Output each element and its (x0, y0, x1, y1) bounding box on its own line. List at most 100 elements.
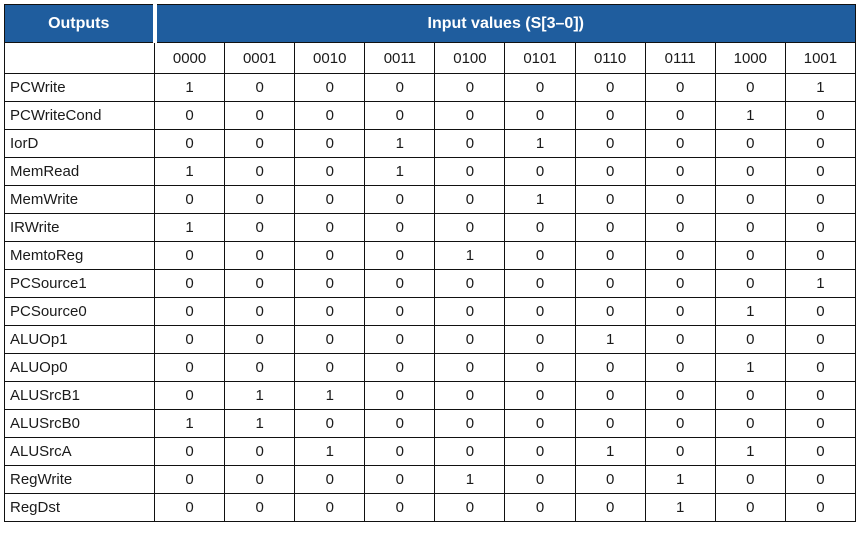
signal-value-cell: 1 (644, 465, 716, 494)
signal-value-cell: 1 (153, 73, 226, 102)
signal-value-cell: 0 (784, 241, 857, 270)
signal-value-cell: 0 (504, 381, 576, 410)
signal-value-cell: 0 (153, 269, 226, 298)
signal-value-cell: 0 (153, 101, 226, 130)
signal-value-cell: 0 (434, 297, 506, 326)
signal-value-cell: 0 (644, 185, 716, 214)
signal-value-cell: 0 (504, 241, 576, 270)
signal-value-cell: 0 (364, 409, 436, 438)
signal-value-cell: 1 (504, 129, 576, 158)
signal-value-cell: 0 (714, 409, 786, 438)
truth-table-container: Outputs Input values (S[3–0]) 0000 0001 00… (4, 4, 857, 522)
header-row: Outputs Input values (S[3–0]) (4, 4, 856, 43)
table-row: ALUSrcB1 0 1 1 0 0 0 0 0 0 0 (4, 381, 857, 410)
signal-value-cell: 0 (644, 101, 716, 130)
signal-value-cell: 0 (504, 213, 576, 242)
signal-value-cell: 0 (784, 213, 857, 242)
output-signal-name: ALUSrcB1 (4, 381, 155, 410)
output-signal-name: IorD (4, 129, 155, 158)
output-signal-name: RegWrite (4, 465, 155, 494)
signal-value-cell: 0 (224, 157, 296, 186)
signal-value-cell: 1 (153, 213, 226, 242)
signal-value-cell: 0 (364, 241, 436, 270)
signal-value-cell: 0 (364, 213, 436, 242)
output-signal-name: RegDst (4, 493, 155, 522)
signal-value-cell: 1 (434, 241, 506, 270)
signal-value-cell: 0 (364, 325, 436, 354)
signal-value-cell: 0 (294, 297, 366, 326)
signal-value-cell: 0 (784, 493, 857, 522)
signal-value-cell: 0 (224, 101, 296, 130)
signal-value-cell: 0 (434, 437, 506, 466)
signal-value-cell: 0 (153, 129, 226, 158)
signal-value-cell: 0 (434, 73, 506, 102)
table-row: RegWrite 0 0 0 0 1 0 0 1 0 0 (4, 465, 857, 494)
signal-value-cell: 1 (784, 73, 857, 102)
signal-value-cell: 0 (434, 157, 506, 186)
signal-value-cell: 0 (504, 101, 576, 130)
signal-value-cell: 0 (784, 297, 857, 326)
signal-value-cell: 0 (294, 353, 366, 382)
signal-value-cell: 0 (644, 325, 716, 354)
corner-cell (4, 42, 155, 74)
signal-value-cell: 1 (714, 101, 786, 130)
table-row: IorD 0 0 0 1 0 1 0 0 0 0 (4, 129, 857, 158)
table-row: PCWrite 1 0 0 0 0 0 0 0 0 1 (4, 73, 857, 102)
signal-value-cell: 0 (504, 409, 576, 438)
signal-value-cell: 0 (294, 101, 366, 130)
signal-value-cell: 0 (714, 213, 786, 242)
signal-value-cell: 0 (224, 269, 296, 298)
inputs-header: Input values (S[3–0]) (154, 4, 856, 43)
output-signal-name: ALUSrcA (4, 437, 155, 466)
signal-value-cell: 0 (224, 353, 296, 382)
signal-value-cell: 0 (224, 185, 296, 214)
signal-value-cell: 1 (574, 325, 646, 354)
output-signal-name: PCSource1 (4, 269, 155, 298)
output-signal-name: PCWriteCond (4, 101, 155, 130)
signal-value-cell: 0 (434, 129, 506, 158)
signal-value-cell: 1 (294, 381, 366, 410)
signal-value-cell: 0 (714, 381, 786, 410)
signal-value-cell: 0 (784, 129, 857, 158)
table-row: MemtoReg 0 0 0 0 1 0 0 0 0 0 (4, 241, 857, 270)
signal-value-cell: 1 (434, 465, 506, 494)
signal-value-cell: 0 (224, 465, 296, 494)
table-row: PCSource1 0 0 0 0 0 0 0 0 0 1 (4, 269, 857, 298)
signal-value-cell: 1 (294, 437, 366, 466)
table-row: MemRead 1 0 0 1 0 0 0 0 0 0 (4, 157, 857, 186)
signal-value-cell: 0 (714, 465, 786, 494)
signal-value-cell: 0 (364, 73, 436, 102)
signal-value-cell: 0 (504, 437, 576, 466)
table-row: ALUSrcA 0 0 1 0 0 0 1 0 1 0 (4, 437, 857, 466)
signal-value-cell: 0 (784, 353, 857, 382)
signal-value-cell: 0 (153, 493, 226, 522)
signal-value-cell: 0 (153, 437, 226, 466)
signal-value-cell: 0 (364, 381, 436, 410)
signal-value-cell: 0 (644, 241, 716, 270)
signal-value-cell: 0 (784, 409, 857, 438)
signal-value-cell: 0 (574, 157, 646, 186)
signal-value-cell: 0 (714, 129, 786, 158)
signal-value-cell: 0 (644, 129, 716, 158)
signal-value-cell: 0 (434, 185, 506, 214)
signal-value-cell: 0 (224, 325, 296, 354)
signal-value-cell: 0 (574, 269, 646, 298)
signal-value-cell: 0 (574, 213, 646, 242)
signal-value-cell: 1 (364, 129, 436, 158)
signal-value-cell: 0 (574, 297, 646, 326)
output-signal-name: ALUSrcB0 (4, 409, 155, 438)
signal-value-cell: 0 (574, 465, 646, 494)
signal-value-cell: 0 (224, 493, 296, 522)
signal-value-cell: 0 (714, 269, 786, 298)
signal-value-cell: 0 (434, 409, 506, 438)
signal-value-cell: 0 (504, 493, 576, 522)
signal-value-cell: 0 (504, 353, 576, 382)
signal-value-cell: 1 (504, 185, 576, 214)
signal-value-cell: 0 (644, 297, 716, 326)
signal-value-cell: 0 (434, 493, 506, 522)
outputs-header: Outputs (4, 4, 157, 43)
signal-value-cell: 0 (504, 73, 576, 102)
signal-value-cell: 0 (504, 157, 576, 186)
signal-value-cell: 0 (644, 353, 716, 382)
signal-value-cell: 0 (784, 437, 857, 466)
